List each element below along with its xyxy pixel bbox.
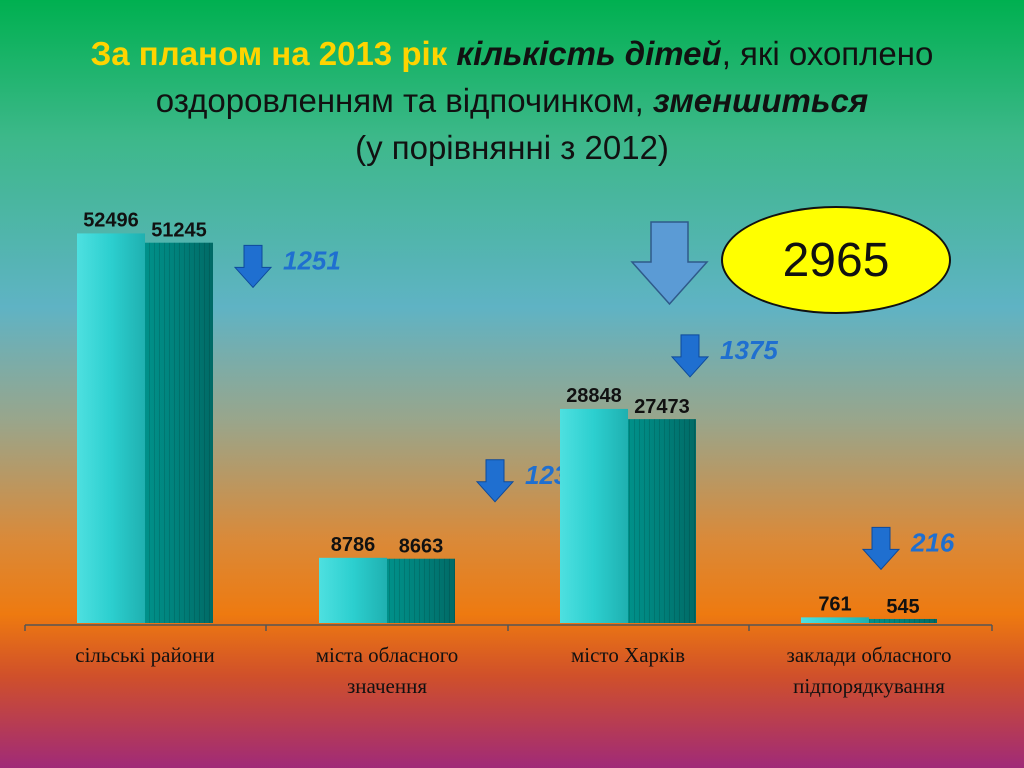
down-arrow-icon (233, 244, 273, 289)
bar-texture (628, 419, 696, 623)
data-label: 8786 (331, 534, 376, 556)
bar-texture (869, 618, 937, 623)
data-label: 545 (886, 596, 919, 618)
delta-label: 216 (910, 527, 955, 557)
data-label: 51245 (151, 220, 207, 242)
bar-texture (145, 242, 213, 623)
category-label: міста обласного значення (315, 643, 459, 698)
bar-a (801, 617, 869, 623)
bar-a (319, 557, 387, 623)
delta-label: 1251 (283, 245, 341, 275)
category-label: заклади обласного підпорядкування (786, 643, 952, 698)
data-label: 52496 (83, 209, 139, 231)
category-label: сільські райони (75, 643, 215, 667)
down-arrow-icon (861, 526, 901, 571)
title-part-2: кількість дітей (456, 35, 722, 72)
bar-a (77, 233, 145, 623)
page-title: За планом на 2013 рік кількість дітей, я… (30, 30, 994, 171)
title-part-3: , які охоплено оздоровленням та відпочин… (155, 35, 934, 119)
title-part-1: За планом на 2013 рік (90, 35, 457, 72)
data-label: 8663 (399, 536, 444, 558)
big-down-arrow-icon (630, 221, 709, 306)
bar-a (560, 408, 628, 623)
title-part-5: (у порівнянні з 2012) (355, 129, 669, 166)
bar-texture (387, 558, 455, 623)
total-decrease-badge: 2965 (721, 206, 951, 314)
down-arrow-icon (475, 459, 515, 503)
category-label: місто Харків (570, 643, 686, 667)
title-part-4: зменшиться (652, 82, 869, 119)
down-arrow-icon (670, 334, 710, 378)
delta-label: 1375 (720, 335, 778, 365)
data-label: 28848 (566, 385, 622, 407)
data-label: 761 (818, 593, 851, 615)
data-label: 27473 (634, 396, 690, 418)
